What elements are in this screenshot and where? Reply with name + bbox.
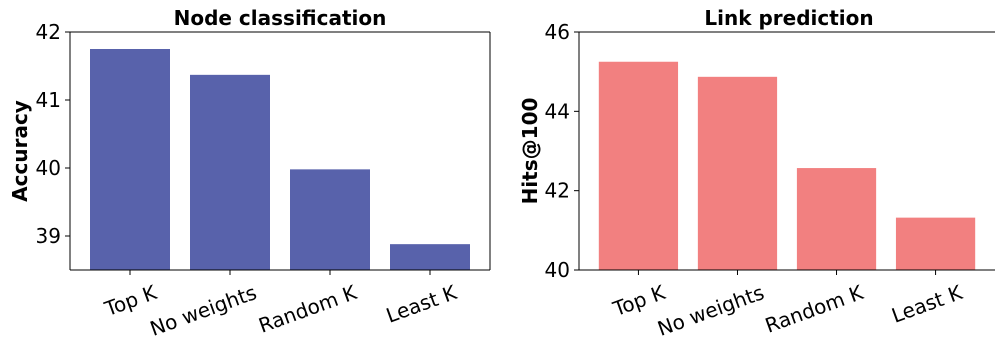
- x-tick-label: Top K: [609, 280, 669, 321]
- x-tick-label: No weights: [654, 280, 767, 337]
- chart-title: Link prediction: [704, 6, 873, 30]
- link-prediction-panel: Link prediction Hits@100 40 42 44 46 Top KN…: [518, 6, 995, 337]
- node-classification-panel: Node classification Accuracy 39 40 41 42 To…: [8, 6, 491, 337]
- y-tick-label: 39: [36, 224, 61, 248]
- bar-group: [90, 49, 470, 270]
- y-tick-label: 40: [36, 156, 61, 180]
- y-tick-label: 40: [545, 258, 570, 282]
- x-tick-label: No weights: [147, 280, 260, 337]
- y-tick-label: 44: [545, 99, 570, 123]
- axes-frame: [69, 31, 491, 271]
- x-tick-label: Random K: [762, 280, 867, 337]
- bar-top-k: [90, 49, 170, 270]
- y-tick-label: 42: [36, 20, 61, 44]
- x-tick-label: Least K: [888, 280, 966, 328]
- y-axis-label: Hits@100: [518, 98, 542, 205]
- bar-random-k: [796, 168, 877, 270]
- x-tick-label: Least K: [383, 280, 461, 328]
- y-tick-label: 42: [545, 179, 570, 203]
- chart-title: Node classification: [174, 6, 387, 30]
- y-ticks: 39 40 41 42: [36, 20, 70, 248]
- bar-least-k: [895, 217, 976, 270]
- bar-top-k: [598, 61, 679, 270]
- y-tick-label: 41: [36, 88, 61, 112]
- bar-random-k: [290, 169, 370, 270]
- y-ticks: 40 42 44 46: [545, 20, 579, 282]
- bar-least-k: [390, 244, 470, 270]
- axes-frame: [578, 31, 995, 271]
- y-axis-label: Accuracy: [8, 100, 32, 202]
- bar-no-weights: [190, 74, 270, 270]
- x-tick-label: Top K: [101, 280, 161, 321]
- y-tick-label: 46: [545, 20, 570, 44]
- bar-no-weights: [697, 76, 778, 270]
- x-tick-label: Random K: [255, 280, 360, 337]
- bar-group: [598, 61, 976, 270]
